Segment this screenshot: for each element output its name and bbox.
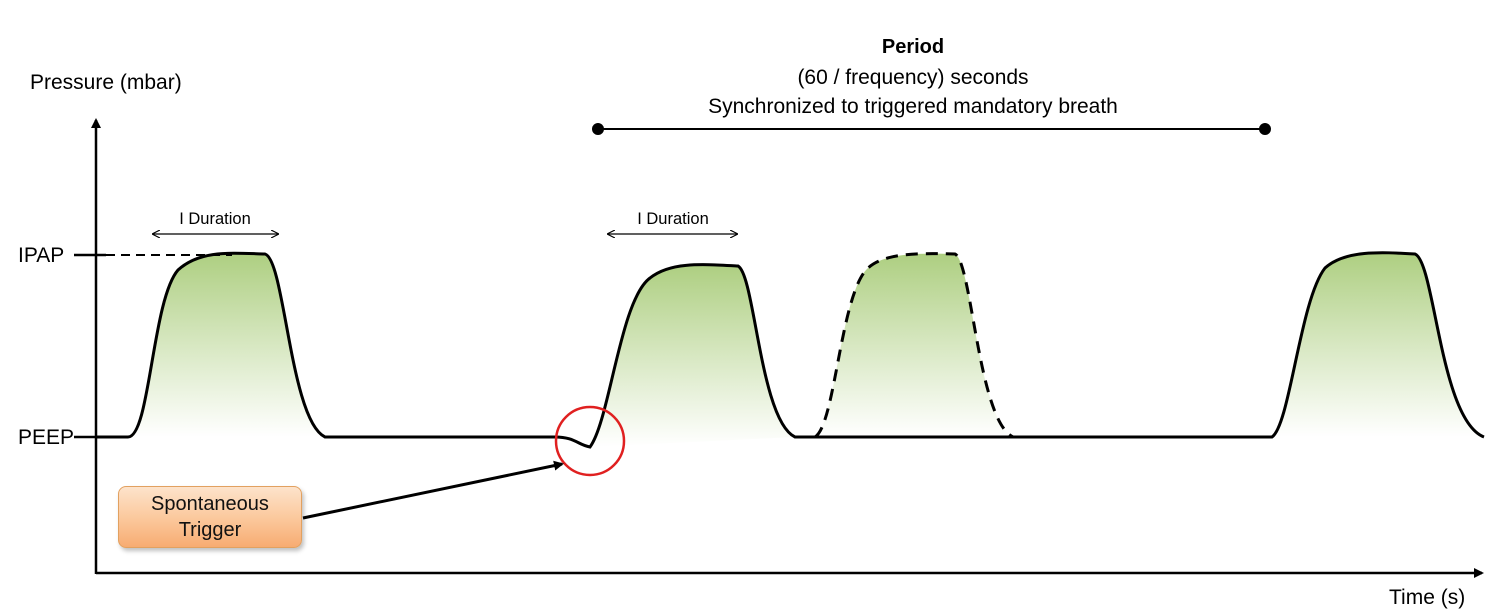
spontaneous-trigger-label: Spontaneous Trigger xyxy=(151,493,269,541)
x-axis-label: Time (s) xyxy=(1389,586,1466,609)
period-end-dot xyxy=(1259,123,1271,135)
i-duration-label-1: I Duration xyxy=(179,210,251,228)
peep-label: PEEP xyxy=(18,426,75,449)
period-description: Synchronized to triggered mandatory brea… xyxy=(708,95,1118,118)
backup-breath-dashed xyxy=(813,252,1014,439)
i-duration-label-2: I Duration xyxy=(637,210,709,228)
period-start-dot xyxy=(592,123,604,135)
breath-fill-3-backup xyxy=(815,253,1013,437)
period-title: Period xyxy=(881,36,945,58)
breath-fill-1 xyxy=(128,253,325,437)
y-axis-label: Pressure (mbar) xyxy=(30,71,182,94)
spontaneous-trigger-callout: Spontaneous Trigger xyxy=(118,486,302,548)
ipap-label: IPAP xyxy=(18,244,65,267)
period-formula: (60 / frequency) seconds xyxy=(797,66,1029,89)
breath-fill-4 xyxy=(1272,252,1480,437)
pressure-waveform xyxy=(96,251,1485,449)
breath-fill-2 xyxy=(590,264,795,447)
trigger-highlight-circle xyxy=(554,405,626,477)
trigger-pointer-arrow xyxy=(302,460,564,520)
